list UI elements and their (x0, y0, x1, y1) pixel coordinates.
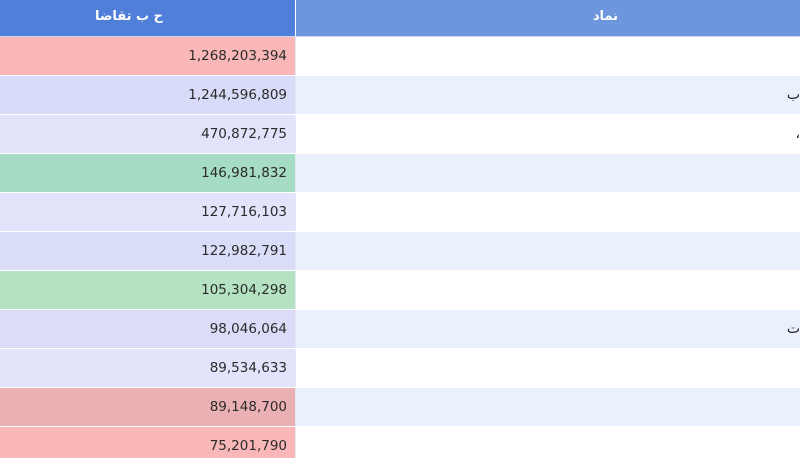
demand-cell: 89,148,700 (0, 388, 296, 426)
symbol-cell[interactable] (296, 388, 800, 426)
demand-cell: 146,981,832 (0, 154, 296, 192)
symbol-cell[interactable]: ت (296, 310, 800, 348)
symbol-cell[interactable] (296, 271, 800, 309)
symbol-cell[interactable]: ب (296, 76, 800, 114)
table-row[interactable]: 98,046,064 ت (0, 310, 800, 349)
demand-cell: 89,534,633 (0, 349, 296, 387)
column-header-symbol-label: نماد (592, 9, 618, 24)
symbol-cell[interactable]: ، (296, 115, 800, 153)
demand-cell: 98,046,064 (0, 310, 296, 348)
column-header-symbol[interactable]: نماد (296, 0, 800, 36)
column-header-demand[interactable]: ح ب تقاضا (0, 0, 296, 36)
demand-cell: 127,716,103 (0, 193, 296, 231)
demand-cell: 1,244,596,809 (0, 76, 296, 114)
symbol-cell[interactable] (296, 427, 800, 458)
demand-cell: 470,872,775 (0, 115, 296, 153)
table-header: ح ب تقاضا نماد (0, 0, 800, 37)
table-row[interactable]: 122,982,791 (0, 232, 800, 271)
table-row[interactable]: 146,981,832 (0, 154, 800, 193)
table-row[interactable]: 89,148,700 (0, 388, 800, 427)
demand-cell: 122,982,791 (0, 232, 296, 270)
symbol-cell[interactable] (296, 349, 800, 387)
table-row[interactable]: 1,244,596,809 ب (0, 76, 800, 115)
column-header-demand-label: ح ب تقاضا (94, 9, 163, 24)
symbol-cell[interactable] (296, 154, 800, 192)
demand-cell: 105,304,298 (0, 271, 296, 309)
table-row[interactable]: 75,201,790 (0, 427, 800, 458)
symbol-cell[interactable] (296, 232, 800, 270)
demand-cell: 75,201,790 (0, 427, 296, 458)
table-body: 1,268,203,394 1,244,596,809 ب 470,872,775 ، 1… (0, 37, 800, 458)
symbol-cell[interactable] (296, 193, 800, 231)
table-row[interactable]: 105,304,298 (0, 271, 800, 310)
table-row[interactable]: 89,534,633 (0, 349, 800, 388)
table-row[interactable]: 470,872,775 ، (0, 115, 800, 154)
symbol-cell[interactable] (296, 37, 800, 75)
demand-cell: 1,268,203,394 (0, 37, 296, 75)
table-row[interactable]: 127,716,103 (0, 193, 800, 232)
table-row[interactable]: 1,268,203,394 (0, 37, 800, 76)
